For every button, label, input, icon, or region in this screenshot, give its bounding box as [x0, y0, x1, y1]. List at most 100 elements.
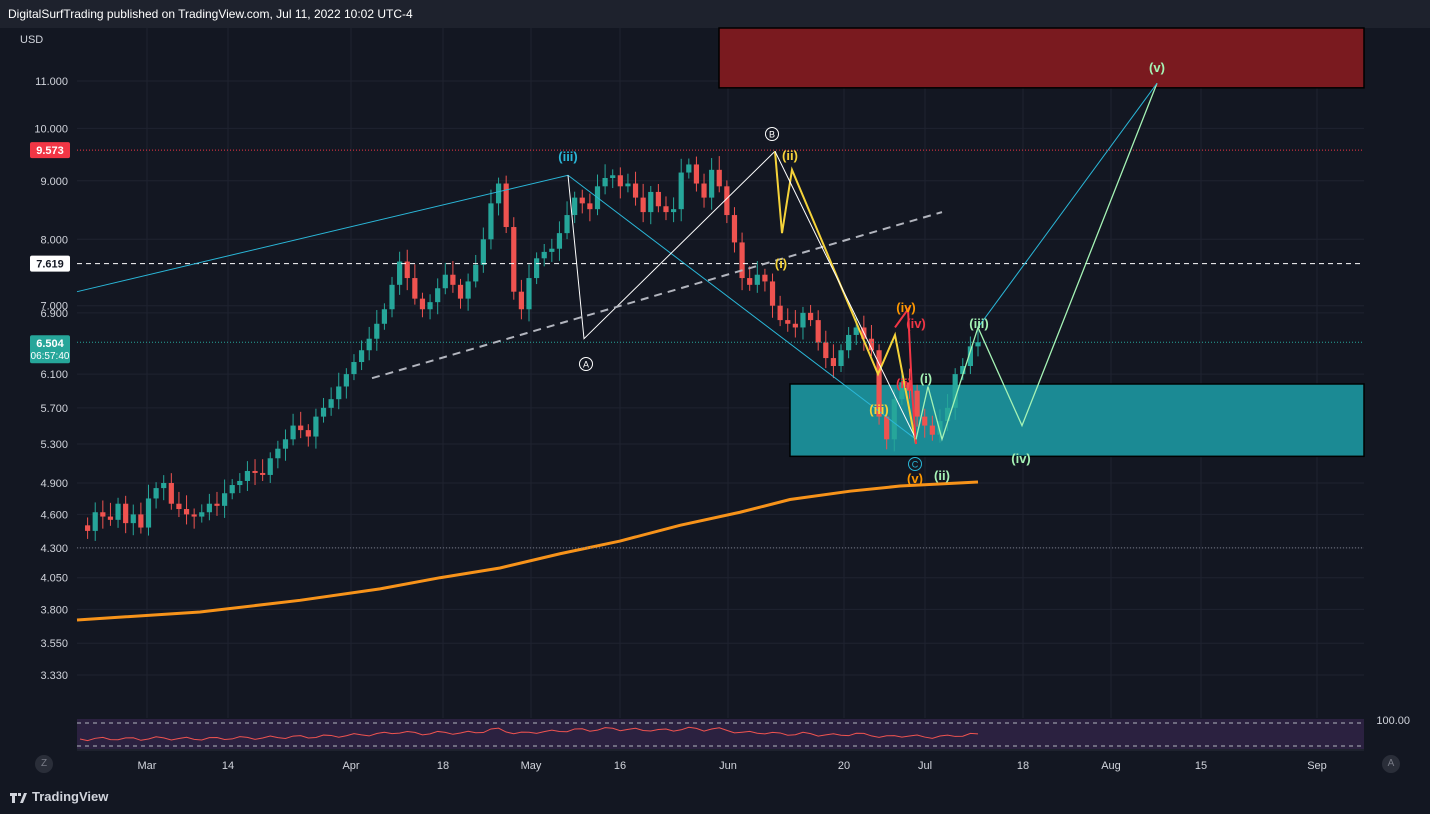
candle-body: [138, 514, 144, 528]
candle-body: [579, 197, 585, 204]
moving-average-line: [76, 480, 979, 622]
tradingview-brand[interactable]: TradingView: [10, 789, 108, 804]
publish-info-text: DigitalSurfTrading published on TradingV…: [8, 7, 413, 21]
price-marker-countdown: 06:57:40: [31, 351, 70, 362]
candle-body: [944, 407, 951, 422]
time-tick-label: 18: [437, 760, 449, 772]
candle-body: [92, 512, 98, 531]
candle-body: [777, 305, 783, 321]
candle-body: [937, 421, 943, 435]
candle-body: [145, 498, 152, 528]
candle-body: [891, 399, 897, 440]
candle-body: [404, 261, 410, 279]
price-tick-label: 4.900: [40, 478, 68, 490]
candle-body: [237, 480, 243, 486]
candle-body: [663, 206, 669, 213]
time-tick-label: 14: [222, 760, 234, 772]
candle-body: [709, 169, 715, 198]
candle-body: [534, 258, 540, 279]
candle-body: [625, 183, 631, 187]
auto-scale-button[interactable]: A: [1382, 755, 1400, 773]
candle-body: [899, 382, 905, 400]
price-marker-tag: [30, 335, 70, 364]
candle-body: [670, 209, 677, 213]
candle-body: [275, 448, 281, 459]
candle-body: [85, 525, 91, 531]
candle-body: [176, 503, 182, 510]
candle-body: [199, 512, 205, 517]
candle-body: [800, 312, 806, 328]
wave-label: C: [912, 460, 919, 470]
price-marker-value: 9.573: [36, 145, 64, 157]
time-tick-label: Aug: [1101, 760, 1121, 772]
candle-body: [754, 274, 760, 285]
candle-body: [731, 215, 738, 243]
candle-body: [815, 320, 821, 343]
price-tick-label: 10.000: [34, 123, 68, 135]
candle-body: [632, 183, 639, 198]
time-axis[interactable]: Mar 14 Apr 18 May 16 Jun 20 Jul 18 Aug 15 Sep: [77, 749, 1364, 772]
wave-labels-layer: (iii) A B C (ii) (i) (iii) (iv) (v) (iv) (ii) (i) (i…: [558, 60, 1165, 486]
candle-body: [838, 350, 844, 367]
candle-body: [191, 514, 197, 517]
candle-body: [252, 470, 258, 473]
time-tick-label: May: [521, 760, 542, 772]
candle-body: [648, 191, 654, 213]
candle-body: [830, 358, 837, 367]
candle-body: [366, 338, 372, 351]
price-tick-label: 9.000: [40, 176, 68, 188]
candle-body: [823, 342, 829, 359]
oscillator-line: [79, 726, 979, 742]
price-marker-tag: [30, 255, 70, 272]
oscillator-level-label: 100.00: [1376, 715, 1410, 727]
candle-body: [343, 374, 349, 387]
candle-body: [929, 425, 935, 435]
wave-label: (i): [920, 371, 932, 386]
candle-body: [526, 278, 532, 310]
candle-body: [701, 183, 707, 198]
resistance-zone: [718, 27, 1365, 89]
candle-body: [488, 203, 494, 240]
candle-body: [564, 215, 570, 234]
candle-body: [107, 516, 114, 520]
candle-body: [168, 483, 174, 504]
candle-body: [336, 386, 342, 400]
candle-body: [541, 251, 547, 259]
price-tick-label: 8.000: [40, 234, 68, 246]
wave-line-red: [894, 306, 917, 445]
candle-body: [587, 203, 593, 210]
wave-line-abc: [567, 150, 776, 340]
candle-body: [769, 281, 776, 306]
price-tick-label: 11.000: [35, 76, 68, 88]
tradingview-logo-icon: [10, 792, 27, 803]
candle-body: [450, 274, 456, 285]
candle-body: [374, 323, 380, 339]
zoom-button[interactable]: Z: [35, 755, 53, 773]
candle-body: [792, 323, 798, 328]
wave-label-circle: [579, 357, 593, 371]
price-tick-label: 4.600: [40, 509, 68, 521]
candle-body: [686, 164, 692, 173]
time-tick-label: Jun: [719, 760, 737, 772]
wave-label: (iii): [869, 402, 889, 417]
candle-body: [221, 493, 228, 506]
moving-average-layer: [76, 480, 979, 622]
candle-body: [206, 503, 212, 513]
wave-label: (v): [907, 471, 923, 486]
wave-label: (iv): [1011, 451, 1031, 466]
candle-body: [419, 298, 426, 310]
time-tick-label: Mar: [138, 760, 157, 772]
candle-body: [381, 309, 388, 324]
candle-body: [922, 416, 928, 426]
candle-body: [693, 164, 700, 184]
time-tick-label: 20: [838, 760, 850, 772]
candle-body: [480, 239, 486, 265]
candle-body: [876, 350, 882, 417]
candle-body: [473, 264, 479, 282]
candle-body: [282, 439, 289, 449]
wave-label: (ii): [782, 148, 798, 163]
candle-body: [260, 472, 266, 475]
candle-body: [351, 362, 357, 375]
